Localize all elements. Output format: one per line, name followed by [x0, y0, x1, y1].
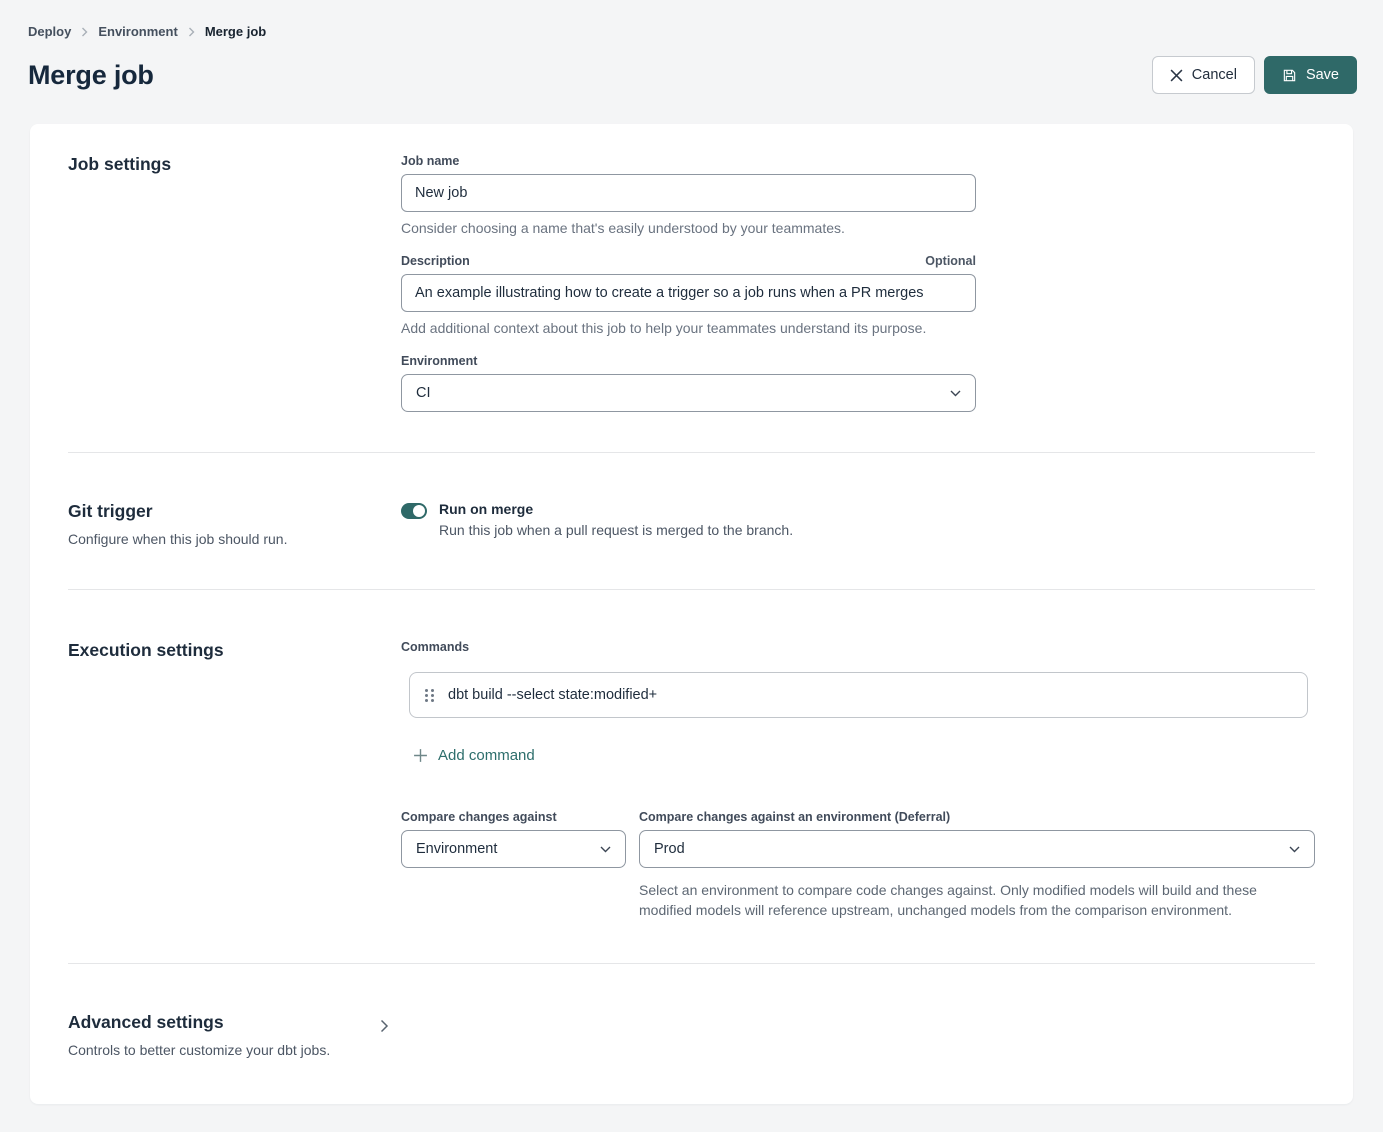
execution-settings-fields: Commands Add command Compare changes aga… — [401, 640, 1315, 921]
section-divider — [68, 589, 1315, 590]
deferral-field: Compare changes against an environment (… — [639, 810, 1315, 921]
deferral-label: Compare changes against an environment (… — [639, 810, 951, 824]
job-settings-heading: Job settings — [68, 154, 172, 174]
page-header: Deploy Environment Merge job Merge job C… — [0, 0, 1383, 94]
description-input[interactable] — [401, 274, 976, 312]
title-row: Merge job Cancel Save — [28, 56, 1357, 94]
compare-against-select-value: Environment — [416, 841, 498, 857]
job-name-label: Job name — [401, 154, 460, 168]
job-settings-fields: Job name Consider choosing a name that's… — [401, 154, 1315, 412]
execution-settings-heading-col: Execution settings — [68, 640, 401, 921]
section-divider — [68, 452, 1315, 453]
git-trigger-heading: Git trigger — [68, 501, 153, 521]
git-trigger-subheading: Configure when this job should run. — [68, 531, 288, 547]
description-optional-badge: Optional — [925, 254, 976, 268]
breadcrumb-deploy[interactable]: Deploy — [28, 24, 72, 39]
description-helper: Add additional context about this job to… — [401, 320, 927, 336]
environment-label: Environment — [401, 354, 478, 368]
commands-label: Commands — [401, 640, 470, 654]
add-command-button[interactable]: Add command — [413, 747, 535, 764]
environment-field: Environment CI — [401, 354, 1315, 412]
chevron-down-icon — [950, 390, 961, 397]
description-label-row: Description Optional — [401, 254, 976, 268]
deferral-helper: Select an environment to compare code ch… — [639, 882, 1257, 919]
execution-settings-heading: Execution settings — [68, 640, 224, 660]
git-trigger-fields: Run on merge Run this job when a pull re… — [401, 501, 1315, 547]
compare-against-select[interactable]: Environment — [401, 830, 626, 868]
job-name-field: Job name Consider choosing a name that's… — [401, 154, 1315, 236]
breadcrumb: Deploy Environment Merge job — [28, 24, 1357, 39]
header-actions: Cancel Save — [1151, 56, 1357, 94]
chevron-right-icon — [81, 27, 88, 37]
chevron-right-icon — [380, 1019, 389, 1033]
environment-select[interactable]: CI — [401, 374, 976, 412]
section-advanced-settings[interactable]: Advanced settings Controls to better cus… — [68, 964, 1315, 1098]
run-on-merge-label: Run on merge — [439, 501, 534, 517]
compare-row: Compare changes against Environment Comp… — [401, 810, 1315, 921]
description-field: Description Optional Add additional cont… — [401, 254, 1315, 336]
section-divider — [68, 962, 1315, 964]
plus-icon — [413, 748, 428, 763]
save-button-label: Save — [1305, 67, 1339, 83]
advanced-settings-heading: Advanced settings — [68, 1011, 224, 1032]
page-title: Merge job — [28, 59, 154, 90]
expand-advanced-settings-button[interactable] — [380, 1019, 389, 1033]
advanced-settings-heading-col: Advanced settings Controls to better cus… — [68, 1012, 380, 1058]
job-name-input[interactable] — [401, 174, 976, 212]
breadcrumb-environment[interactable]: Environment — [98, 24, 178, 39]
job-name-helper: Consider choosing a name that's easily u… — [401, 220, 845, 236]
section-job-settings: Job settings Job name Consider choosing … — [68, 124, 1315, 452]
job-settings-heading-col: Job settings — [68, 154, 401, 412]
command-row[interactable] — [409, 672, 1308, 718]
environment-select-value: CI — [416, 385, 431, 401]
compare-against-field: Compare changes against Environment — [401, 810, 626, 921]
cancel-button-label: Cancel — [1191, 67, 1237, 83]
run-on-merge-row: Run on merge Run this job when a pull re… — [401, 501, 1315, 538]
deferral-select-value: Prod — [654, 841, 685, 857]
cancel-button[interactable]: Cancel — [1151, 56, 1255, 94]
save-button[interactable]: Save — [1263, 56, 1357, 94]
advanced-settings-subheading: Controls to better customize your dbt jo… — [68, 1041, 331, 1058]
chevron-right-icon — [188, 27, 195, 37]
close-icon — [1170, 69, 1183, 82]
run-on-merge-description: Run this job when a pull request is merg… — [439, 522, 794, 538]
toggle-knob — [413, 505, 425, 517]
section-execution-settings: Execution settings Commands Add command … — [68, 590, 1315, 963]
drag-handle-icon[interactable] — [425, 688, 434, 702]
deferral-select[interactable]: Prod — [639, 830, 1315, 868]
chevron-down-icon — [600, 846, 611, 853]
save-disk-icon — [1282, 68, 1297, 83]
job-settings-card: Job settings Job name Consider choosing … — [30, 124, 1353, 1104]
run-on-merge-text: Run on merge Run this job when a pull re… — [439, 501, 793, 538]
breadcrumb-merge-job: Merge job — [204, 24, 267, 39]
add-command-label: Add command — [438, 747, 535, 764]
compare-against-label: Compare changes against — [401, 810, 557, 824]
chevron-down-icon — [1289, 846, 1300, 853]
run-on-merge-toggle[interactable] — [401, 503, 427, 519]
section-git-trigger: Git trigger Configure when this job shou… — [68, 453, 1315, 589]
description-label: Description — [401, 254, 470, 268]
command-input[interactable] — [448, 673, 1307, 717]
git-trigger-heading-col: Git trigger Configure when this job shou… — [68, 501, 401, 547]
